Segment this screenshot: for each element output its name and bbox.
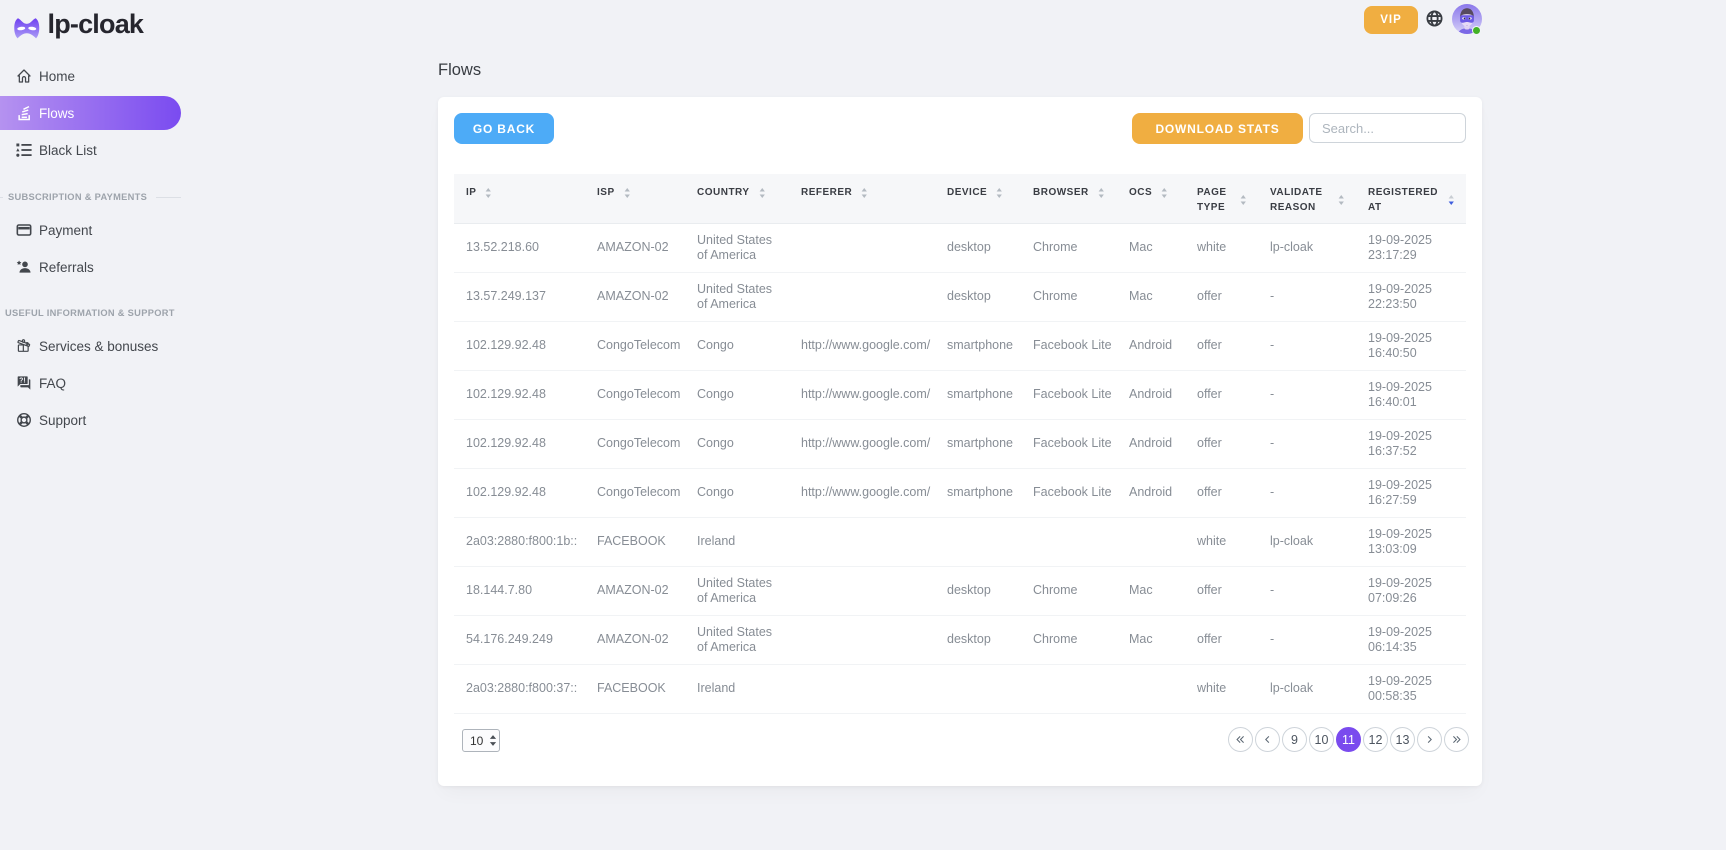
- svg-text:?!: ?!: [19, 378, 26, 385]
